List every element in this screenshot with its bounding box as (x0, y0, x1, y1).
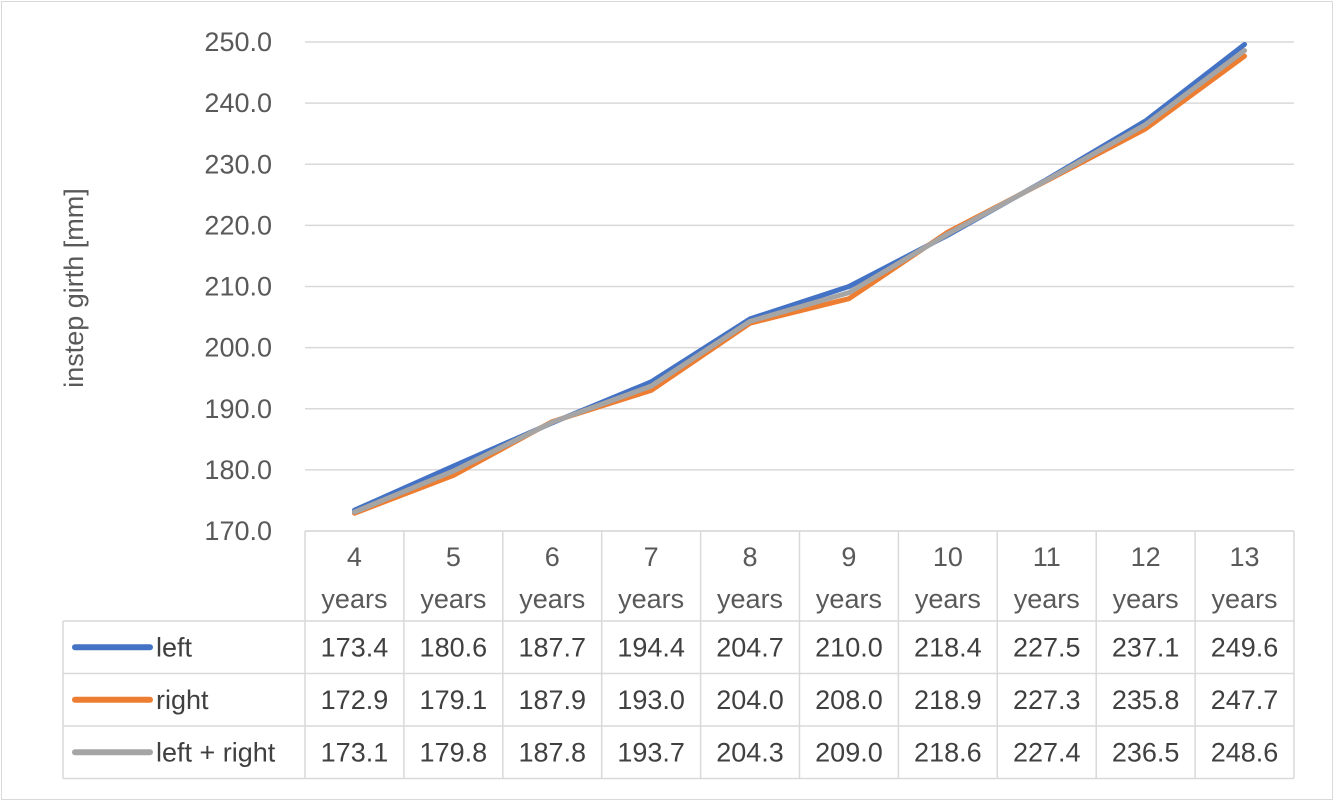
x-tick-label: 13 (1230, 542, 1260, 572)
x-tick-label: 7 (644, 542, 659, 572)
table-cell: 204.7 (716, 632, 784, 662)
table-cell: 208.0 (815, 685, 883, 715)
table-cell: 236.5 (1112, 737, 1180, 767)
series-line (351, 53, 1248, 516)
table-cell: 172.9 (321, 685, 389, 715)
x-tick-label: years (321, 584, 387, 614)
y-tick-label: 250.0 (204, 27, 272, 57)
legend-label: left (156, 632, 193, 662)
table-cell: 209.0 (815, 737, 883, 767)
table-cell: 187.8 (518, 737, 586, 767)
table-cell: 173.4 (321, 632, 389, 662)
legend-label: left + right (156, 737, 276, 767)
table-cell: 193.7 (617, 737, 685, 767)
y-tick-label: 230.0 (204, 149, 272, 179)
x-tick-label: years (519, 584, 585, 614)
x-tick-label: 6 (545, 542, 560, 572)
table-cell: 237.1 (1112, 632, 1180, 662)
x-tick-label: 10 (933, 542, 963, 572)
table-cell: 204.0 (716, 685, 784, 715)
table-cell: 235.8 (1112, 685, 1180, 715)
table-cell: 227.5 (1013, 632, 1081, 662)
table-cell: 210.0 (815, 632, 883, 662)
legend-label: right (156, 685, 209, 715)
x-tick-label: 12 (1131, 542, 1161, 572)
table-cell: 227.4 (1013, 737, 1081, 767)
table-cell: 194.4 (617, 632, 685, 662)
table-cell: 227.3 (1013, 685, 1081, 715)
x-tick-label: 11 (1033, 542, 1061, 572)
y-tick-label: 190.0 (204, 394, 272, 424)
x-tick-label: years (618, 584, 684, 614)
table-cell: 173.1 (321, 737, 389, 767)
chart-text: 170.0 180.0 190.0 200.0 210.0 220.0 230.0 240.0… (59, 27, 1278, 767)
x-tick-label: 9 (841, 542, 856, 572)
table-cell: 218.4 (914, 632, 982, 662)
table-cell: 187.9 (518, 685, 586, 715)
y-tick-label: 200.0 (204, 333, 272, 363)
x-tick-label: years (915, 584, 981, 614)
plot-lines (351, 41, 1248, 516)
table-cell: 218.6 (914, 737, 982, 767)
x-tick-label: 4 (347, 542, 362, 572)
gridlines (305, 41, 1294, 532)
series-line (351, 41, 1248, 513)
table-cell: 247.7 (1211, 685, 1279, 715)
table-cell: 179.1 (420, 685, 488, 715)
series-line (351, 48, 1248, 515)
x-tick-label: years (1113, 584, 1179, 614)
x-tick-label: 5 (446, 542, 461, 572)
y-tick-label: 180.0 (204, 455, 272, 485)
y-tick-label: 240.0 (204, 88, 272, 118)
table-cell: 249.6 (1211, 632, 1279, 662)
table-cell: 187.7 (518, 632, 586, 662)
x-tick-label: years (816, 584, 882, 614)
table-cell: 193.0 (617, 685, 685, 715)
table-cell: 248.6 (1211, 737, 1279, 767)
table-cell: 218.9 (914, 685, 982, 715)
y-tick-label: 210.0 (204, 272, 272, 302)
x-tick-label: years (420, 584, 486, 614)
x-tick-label: years (717, 584, 783, 614)
x-tick-label: years (1014, 584, 1080, 614)
table-cell: 204.3 (716, 737, 784, 767)
y-tick-label: 220.0 (204, 210, 272, 240)
table-cell: 179.8 (420, 737, 488, 767)
data-table (62, 530, 1295, 780)
x-tick-label: years (1212, 584, 1278, 614)
y-tick-label: 170.0 (204, 516, 272, 546)
y-axis-title: instep girth [mm] (59, 188, 89, 388)
x-tick-label: 8 (743, 542, 758, 572)
table-cell: 180.6 (420, 632, 488, 662)
